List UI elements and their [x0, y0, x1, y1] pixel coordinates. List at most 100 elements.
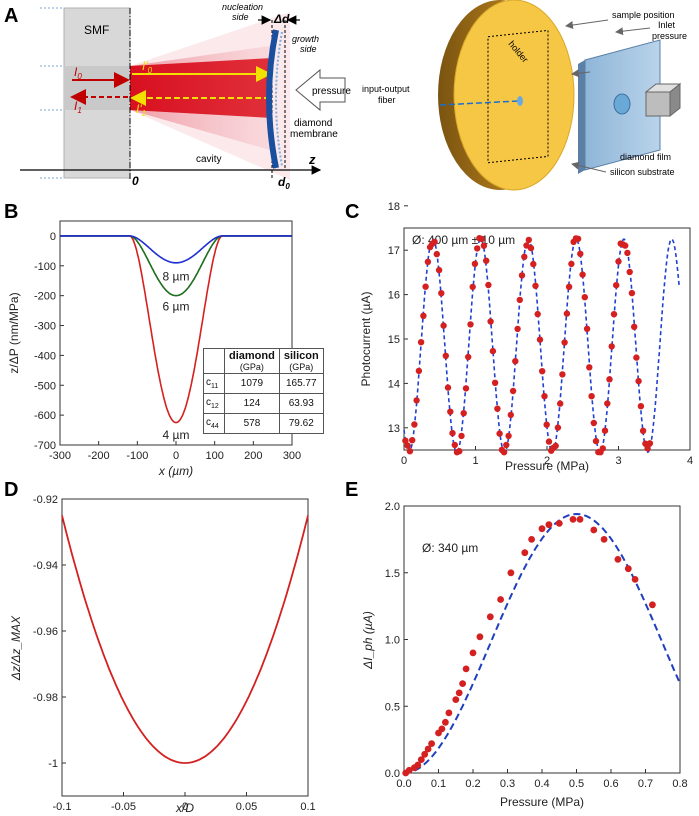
data-point [518, 272, 526, 279]
io-fiber-label: input-output fiber [362, 84, 410, 105]
chart-d: -0.1 -0.05 0 0.05 0.1 -0.92 -0.94 -0.96 -0.98 -1 x… [9, 494, 316, 815]
data-point [644, 445, 651, 452]
sample-cylinder [613, 93, 631, 115]
data-point [565, 283, 573, 290]
x-tick-label: 0.7 [638, 778, 653, 790]
data-point [610, 311, 618, 318]
y-tick-label: -700 [34, 440, 56, 452]
data-point [615, 258, 622, 265]
x-tick-label: -0.1 [53, 801, 72, 813]
data-point [633, 354, 640, 361]
data-point [507, 569, 515, 577]
data-point [635, 377, 642, 385]
x-tick-label: 4 [687, 455, 693, 467]
data-point [467, 321, 474, 328]
elastic-constants-table: diamond (GPa) silicon (GPa) c11 1079 165… [203, 348, 324, 434]
data-point [539, 368, 546, 375]
data-point [431, 238, 438, 245]
data-point [568, 260, 575, 268]
y-tick-label: -300 [34, 321, 56, 333]
data-point [624, 565, 632, 573]
data-point [480, 242, 488, 249]
data-point [442, 352, 449, 359]
i0-label: I0 [74, 65, 82, 81]
x-tick-label: 0.1 [431, 778, 446, 790]
data-point [622, 242, 629, 249]
pressure-arrow [295, 68, 346, 112]
data-point [516, 296, 523, 304]
data-point [420, 312, 427, 319]
diamond-film-label: diamond film [620, 152, 671, 162]
data-point [608, 343, 615, 350]
data-point [442, 718, 449, 726]
i0prime-label: I'0 [142, 59, 153, 75]
data-point [628, 289, 636, 297]
chart-c: 0 1 2 3 4 13 14 15 16 17 18 Pressure (MPa) Photocurr… [359, 201, 693, 473]
table-header-diamond: diamond (GPa) [224, 348, 280, 374]
x-tick-label: -0.05 [111, 801, 136, 813]
z-axis-label: z [308, 152, 316, 167]
data-point [637, 403, 645, 410]
i1-label: I1 [74, 99, 82, 115]
y-tick-label: 0.5 [385, 701, 400, 713]
data-point [512, 358, 519, 365]
data-point [534, 310, 541, 318]
y-axis-label: ΔI_ph (µA) [361, 611, 375, 670]
holder-face [453, 0, 575, 191]
table-header-silicon: silicon (GPa) [278, 348, 324, 374]
data-point [483, 257, 490, 264]
data-point [554, 424, 562, 431]
data-point [447, 408, 454, 415]
y-tick-label: 15 [388, 334, 400, 346]
y-axis-label: Photocurrent (µA) [359, 292, 373, 387]
y-tick-label: -0.96 [33, 626, 58, 638]
data-point [536, 336, 544, 343]
data-point [555, 520, 563, 527]
data-point [469, 283, 476, 291]
panel-label-d: D [4, 479, 18, 501]
data-point [599, 445, 606, 452]
x-tick-label: -200 [88, 450, 110, 462]
data-point [438, 725, 446, 733]
sample-position-arrow [565, 19, 609, 29]
fiber-tip [517, 96, 523, 106]
sample-position-label: sample position [612, 10, 675, 20]
data-point [409, 437, 416, 444]
y-axis-label: z/ΔP (nm/MPa) [7, 292, 21, 373]
data-point [614, 556, 622, 563]
data-point [586, 364, 593, 371]
y-tick-label: 2.0 [385, 501, 400, 513]
y-tick-label: 0.0 [385, 768, 400, 780]
data-point [459, 680, 466, 687]
data-point [514, 325, 521, 333]
data-point [574, 235, 582, 242]
panel-label-e: E [345, 479, 358, 501]
data-point [449, 429, 456, 437]
data-point [413, 397, 420, 404]
data-point [649, 601, 656, 609]
x-tick-label: 0.1 [300, 801, 315, 813]
data-point [521, 549, 529, 557]
fit-line [403, 238, 681, 454]
data-point [545, 521, 553, 529]
x-axis-label: Pressure (MPa) [500, 795, 584, 809]
y-tick-label: 14 [388, 378, 400, 390]
data-point [576, 516, 584, 523]
y-tick-label: -200 [34, 291, 56, 303]
x-tick-label: 0 [401, 455, 407, 467]
x-tick-label: 0 [173, 450, 179, 462]
smf-label: SMF [84, 23, 109, 37]
data-point [402, 437, 409, 444]
x-tick-label: 300 [283, 450, 301, 462]
deltad-label: Δd [273, 12, 290, 26]
growth-label: growth side [292, 34, 319, 54]
inlet-cube-side [669, 82, 681, 118]
x-axis-label: x (µm) [158, 464, 193, 478]
data-point [414, 761, 422, 769]
cavity-label: cavity [196, 154, 222, 165]
y-tick-label: -400 [34, 350, 56, 362]
plot-frame [61, 498, 309, 797]
data-point [557, 400, 564, 407]
y-tick-label: 1.0 [385, 635, 400, 647]
data-point [411, 421, 418, 428]
